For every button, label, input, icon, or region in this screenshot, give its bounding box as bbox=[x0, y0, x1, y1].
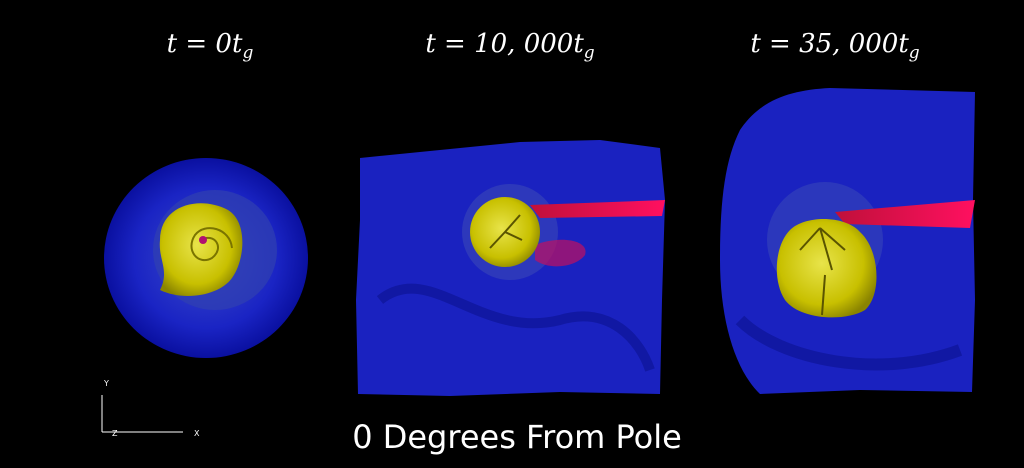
panel-render bbox=[356, 140, 665, 396]
panel-title: t = 35, 000tg bbox=[750, 29, 919, 63]
panel-render bbox=[720, 88, 975, 394]
axes-triad: Y Z X bbox=[101, 379, 200, 438]
axis-label: X bbox=[194, 429, 200, 438]
panel-title: t = 0tg bbox=[167, 29, 254, 63]
axis-label: Y bbox=[103, 379, 109, 388]
axis-label: Z bbox=[112, 429, 118, 438]
panel-title: t = 10, 000tg bbox=[425, 29, 594, 63]
caption: 0 Degrees From Pole bbox=[352, 418, 682, 456]
panel-render bbox=[104, 158, 308, 358]
